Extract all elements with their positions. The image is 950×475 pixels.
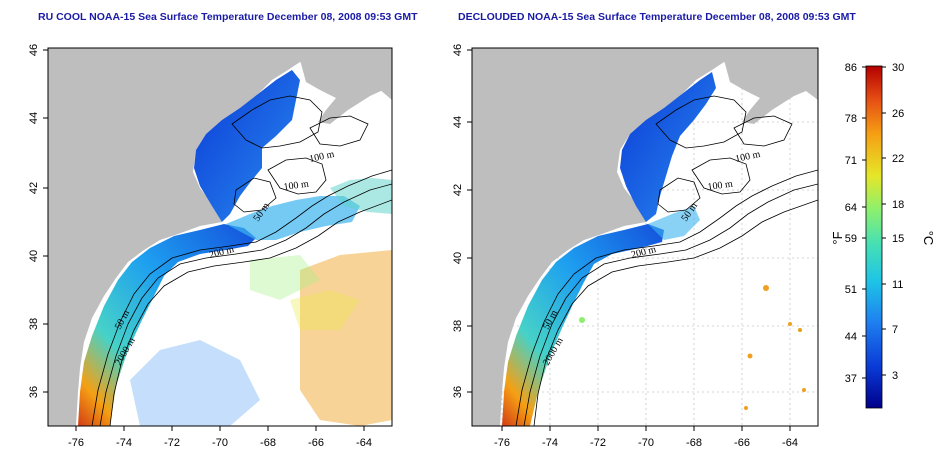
lat-tick-label: 42	[28, 182, 40, 194]
right-y-axis: 36 38 40 42 44 46	[452, 44, 472, 398]
left-contours	[91, 95, 392, 426]
lon-tick-label: -74	[116, 437, 132, 449]
contour-label: 100 m	[734, 149, 761, 165]
lat-tick-label: 36	[28, 386, 40, 398]
left-offshore-speckle	[130, 250, 392, 426]
fahrenheit-tick: 64	[845, 202, 857, 214]
lon-tick-label: -76	[68, 437, 84, 449]
lat-tick-label: 40	[452, 252, 464, 264]
left-panel-title: RU COOL NOAA-15 Sea Surface Temperature …	[38, 11, 418, 23]
lat-tick-label: 42	[452, 184, 464, 196]
celsius-tick: 30	[892, 62, 904, 74]
contour-label: 100 m	[308, 149, 335, 165]
lon-tick-label: -64	[782, 437, 798, 449]
lon-tick-label: -72	[164, 437, 180, 449]
fahrenheit-tick: 59	[845, 233, 857, 245]
lat-tick-label: 44	[452, 116, 464, 128]
lon-tick-label: -74	[542, 437, 558, 449]
fahrenheit-unit-label: °F	[830, 231, 845, 244]
lat-tick-label: 36	[452, 386, 464, 398]
lon-tick-label: -66	[734, 437, 750, 449]
celsius-unit-label: °C	[921, 231, 936, 246]
celsius-tick: 26	[892, 108, 904, 120]
right-offshore-patches	[579, 285, 806, 410]
sst-gulf-of-maine	[194, 70, 300, 222]
lat-tick-label: 44	[28, 112, 40, 124]
celsius-tick: 15	[892, 233, 904, 245]
lon-tick-label: -72	[590, 437, 606, 449]
fahrenheit-tick: 37	[845, 373, 857, 385]
lon-tick-label: -70	[638, 437, 654, 449]
fahrenheit-tick: 78	[845, 113, 857, 125]
colorbar-gradient	[865, 65, 883, 409]
lon-tick-label: -76	[494, 437, 510, 449]
celsius-tick: 18	[892, 199, 904, 211]
left-y-axis: 36 38 40 42 44 46	[28, 44, 48, 398]
land-mass	[48, 48, 392, 426]
lon-tick-label: -66	[308, 437, 324, 449]
contour-label: 100 m	[707, 179, 734, 193]
colorbar: 86 78 71 64 59 51 44 37 30 26 22 18 15 1…	[830, 62, 936, 409]
lat-tick-label: 40	[28, 250, 40, 262]
fahrenheit-tick: 86	[845, 62, 857, 74]
celsius-tick: 11	[892, 279, 903, 291]
land-mass	[472, 48, 818, 426]
lon-tick-label: -70	[212, 437, 228, 449]
fahrenheit-tick: 71	[845, 155, 857, 167]
lon-tick-label: -64	[356, 437, 372, 449]
contour-label: 100 m	[283, 179, 310, 193]
right-x-axis: -76 -74 -72 -70 -68 -66 -64	[494, 426, 798, 449]
lat-tick-label: 38	[28, 318, 40, 330]
left-x-axis: -76 -74 -72 -70 -68 -66 -64	[68, 426, 372, 449]
lon-tick-label: -68	[686, 437, 702, 449]
celsius-tick: 22	[892, 153, 904, 165]
right-panel-title: DECLOUDED NOAA-15 Sea Surface Temperatur…	[458, 11, 856, 23]
celsius-tick: 7	[892, 324, 898, 336]
sst-gulf-of-maine	[620, 72, 716, 222]
right-contours	[515, 95, 818, 426]
fahrenheit-tick: 44	[845, 331, 857, 343]
fahrenheit-tick: 51	[845, 284, 857, 296]
right-map-frame	[471, 47, 819, 427]
sst-shelf	[78, 224, 256, 426]
lon-tick-label: -68	[260, 437, 276, 449]
lat-tick-label: 38	[452, 320, 464, 332]
celsius-tick: 3	[892, 370, 898, 382]
left-map: 100 m 100 m 50 m 200 m 50 m 2000 m	[48, 48, 392, 426]
lat-tick-label: 46	[452, 44, 464, 56]
lat-tick-label: 46	[28, 44, 40, 56]
right-map: 100 m 100 m 50 m 200 m 50 m 2000 m	[472, 48, 818, 426]
